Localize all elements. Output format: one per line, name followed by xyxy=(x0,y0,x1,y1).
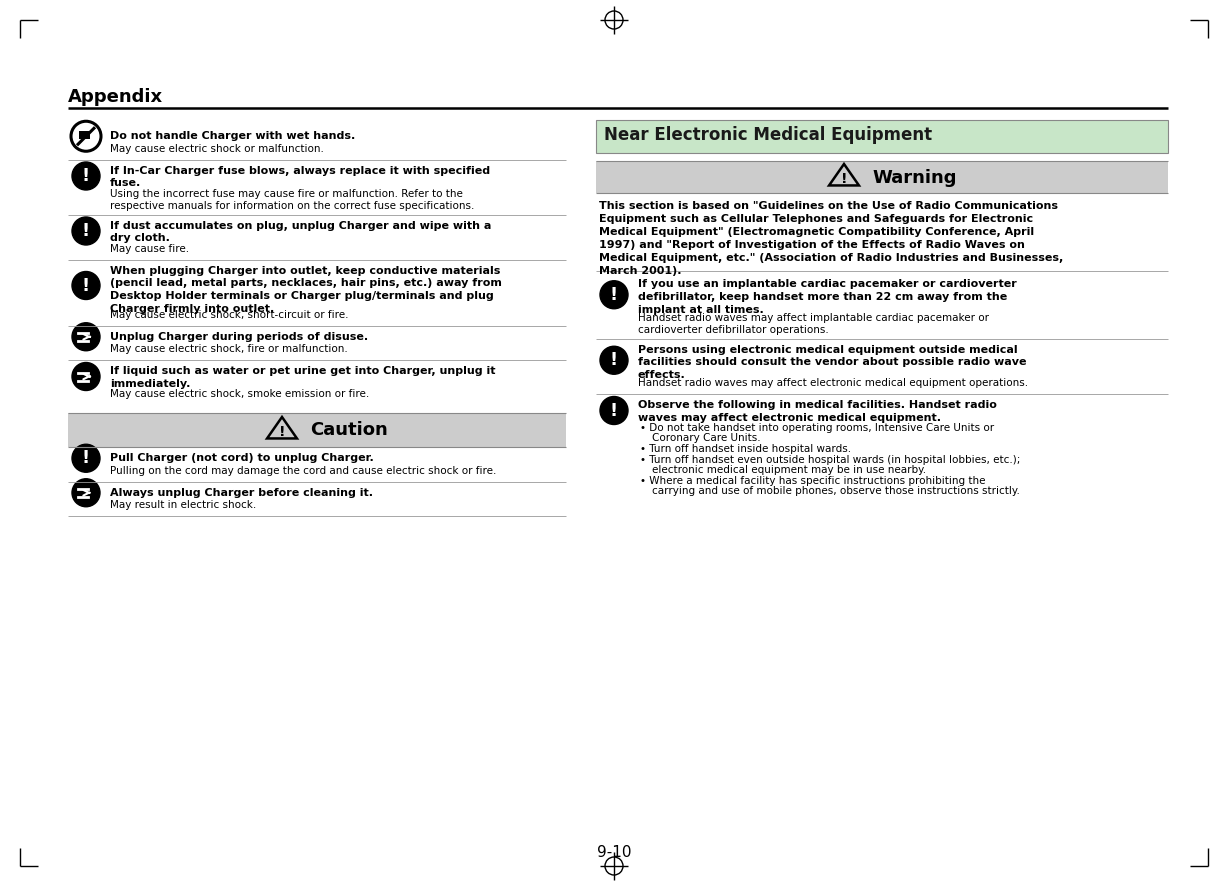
Circle shape xyxy=(600,346,628,374)
Text: !: ! xyxy=(82,276,90,294)
Circle shape xyxy=(72,217,99,245)
Text: Persons using electronic medical equipment outside medical
facilities should con: Persons using electronic medical equipme… xyxy=(639,345,1027,380)
Text: May cause electric shock or malfunction.: May cause electric shock or malfunction. xyxy=(111,144,324,153)
Text: Do not handle Charger with wet hands.: Do not handle Charger with wet hands. xyxy=(111,131,355,141)
Text: May cause electric shock, fire or malfunction.: May cause electric shock, fire or malfun… xyxy=(111,344,348,354)
Text: • Turn off handset inside hospital wards.: • Turn off handset inside hospital wards… xyxy=(640,444,851,454)
Text: • Turn off handset even outside hospital wards (in hospital lobbies, etc.);: • Turn off handset even outside hospital… xyxy=(640,455,1020,465)
Text: Handset radio waves may affect implantable cardiac pacemaker or
cardioverter def: Handset radio waves may affect implantab… xyxy=(639,313,989,335)
Text: !: ! xyxy=(82,167,90,185)
Circle shape xyxy=(600,397,628,424)
Circle shape xyxy=(72,323,99,351)
Text: This section is based on "Guidelines on the Use of Radio Communications
Equipmen: This section is based on "Guidelines on … xyxy=(599,201,1063,276)
Bar xyxy=(79,131,82,136)
Text: !: ! xyxy=(279,425,285,439)
Text: If you use an implantable cardiac pacemaker or cardioverter
defibrillator, keep : If you use an implantable cardiac pacema… xyxy=(639,279,1017,315)
Text: Handset radio waves may affect electronic medical equipment operations.: Handset radio waves may affect electroni… xyxy=(639,378,1028,388)
Text: Unplug Charger during periods of disuse.: Unplug Charger during periods of disuse. xyxy=(111,331,368,341)
Text: electronic medical equipment may be in use nearby.: electronic medical equipment may be in u… xyxy=(652,465,926,475)
Text: Caution: Caution xyxy=(309,421,388,439)
Text: Pull Charger (not cord) to unplug Charger.: Pull Charger (not cord) to unplug Charge… xyxy=(111,453,373,463)
Bar xyxy=(596,120,1168,153)
Text: • Do not take handset into operating rooms, Intensive Care Units or: • Do not take handset into operating roo… xyxy=(640,423,995,433)
Bar xyxy=(68,413,566,447)
Bar xyxy=(596,161,1168,193)
Text: May cause electric shock, smoke emission or fire.: May cause electric shock, smoke emission… xyxy=(111,389,370,399)
Circle shape xyxy=(72,362,99,391)
Text: When plugging Charger into outlet, keep conductive materials
(pencil lead, metal: When plugging Charger into outlet, keep … xyxy=(111,266,502,314)
Text: Coronary Care Units.: Coronary Care Units. xyxy=(652,433,760,443)
Circle shape xyxy=(600,281,628,308)
Circle shape xyxy=(72,162,99,190)
Bar xyxy=(79,131,90,138)
Circle shape xyxy=(72,478,99,507)
Text: !: ! xyxy=(841,172,847,186)
Text: !: ! xyxy=(610,401,618,419)
Circle shape xyxy=(72,271,99,299)
Text: 9-10: 9-10 xyxy=(597,845,631,860)
Text: If dust accumulates on plug, unplug Charger and wipe with a
dry cloth.: If dust accumulates on plug, unplug Char… xyxy=(111,221,491,244)
Text: !: ! xyxy=(82,222,90,240)
Text: Warning: Warning xyxy=(872,169,957,187)
Text: Appendix: Appendix xyxy=(68,88,163,106)
Text: May cause electric shock, short-circuit or fire.: May cause electric shock, short-circuit … xyxy=(111,309,349,320)
Text: If liquid such as water or pet urine get into Charger, unplug it
immediately.: If liquid such as water or pet urine get… xyxy=(111,366,496,389)
Text: Using the incorrect fuse may cause fire or malfunction. Refer to the
respective : Using the incorrect fuse may cause fire … xyxy=(111,189,474,211)
Bar xyxy=(84,131,86,136)
Text: May result in electric shock.: May result in electric shock. xyxy=(111,500,257,510)
Text: Always unplug Charger before cleaning it.: Always unplug Charger before cleaning it… xyxy=(111,487,373,498)
Text: Near Electronic Medical Equipment: Near Electronic Medical Equipment xyxy=(604,126,932,144)
Text: !: ! xyxy=(610,351,618,369)
Circle shape xyxy=(72,444,99,472)
Text: carrying and use of mobile phones, observe those instructions strictly.: carrying and use of mobile phones, obser… xyxy=(652,486,1020,496)
Text: Pulling on the cord may damage the cord and cause electric shock or fire.: Pulling on the cord may damage the cord … xyxy=(111,465,496,476)
Text: !: ! xyxy=(82,449,90,467)
Text: • Where a medical facility has specific instructions prohibiting the: • Where a medical facility has specific … xyxy=(640,476,986,486)
Text: If In-Car Charger fuse blows, always replace it with specified
fuse.: If In-Car Charger fuse blows, always rep… xyxy=(111,166,490,189)
Bar xyxy=(87,131,90,136)
Text: !: ! xyxy=(610,286,618,304)
Text: May cause fire.: May cause fire. xyxy=(111,244,189,253)
Text: Observe the following in medical facilities. Handset radio
waves may affect elec: Observe the following in medical facilit… xyxy=(639,400,997,423)
